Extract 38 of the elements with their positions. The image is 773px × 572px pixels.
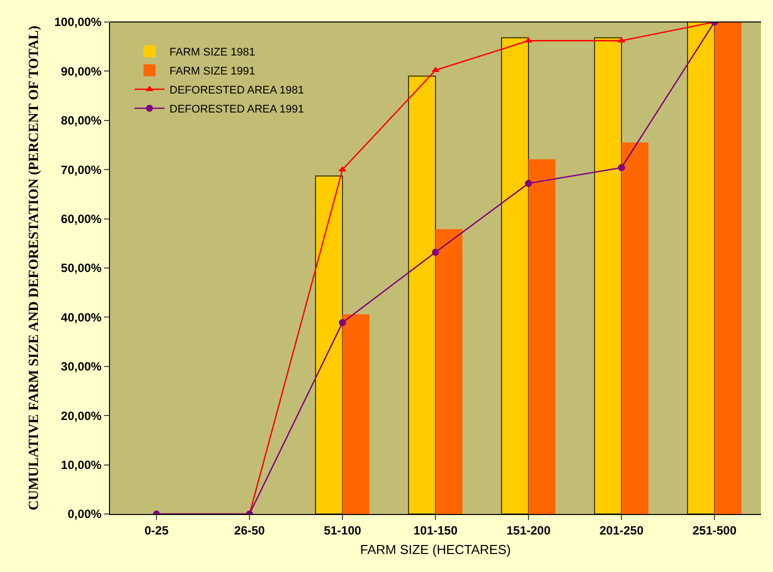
bar [342, 314, 370, 514]
legend-label: DEFORESTED AREA 1991 [170, 104, 304, 116]
bar [622, 142, 648, 514]
x-axis-title: FARM SIZE (HECTARES) [360, 542, 511, 557]
bar [714, 22, 742, 514]
x-tick-label: 251-500 [692, 523, 737, 538]
point [432, 248, 439, 256]
legend-label: FARM SIZE 1981 [170, 46, 256, 59]
y-tick-label: 30,00% [60, 360, 102, 374]
y-axis-title: CUMULATIVE FARM SIZE AND DEFORESTATION (PERCENT OF TOTAL) [26, 25, 42, 510]
legend-label: DEFORESTED AREA 1981 [170, 84, 304, 97]
bar [408, 76, 436, 514]
x-tick-label: 26-50 [234, 523, 266, 538]
y-tick-label: 90,00% [60, 64, 102, 78]
bar [501, 37, 529, 514]
x-tick-label: 201-250 [599, 523, 644, 538]
bar [594, 37, 622, 514]
y-tick-label: 70,00% [60, 162, 102, 177]
x-tick-label: 51-100 [324, 523, 362, 538]
y-tick-label: 50,00% [60, 261, 102, 276]
legend-label: FARM SIZE 1991 [170, 66, 256, 78]
bar [528, 159, 556, 514]
bar [687, 22, 715, 514]
point [618, 164, 625, 172]
y-tick-label: 40,00% [60, 310, 102, 324]
point [525, 180, 532, 187]
point [339, 319, 346, 326]
y-tick-label: 60,00% [60, 212, 102, 226]
x-tick-label: 0-25 [144, 523, 169, 538]
bar [315, 176, 343, 514]
y-tick-label: 10,00% [60, 458, 102, 472]
bar [436, 229, 462, 514]
x-tick-label: 101-150 [413, 523, 458, 538]
y-tick-label: 80,00% [60, 114, 102, 128]
y-tick-label: 0,00% [68, 507, 102, 522]
y-tick-label: 20,00% [60, 408, 102, 423]
y-tick-label: 100,00% [54, 15, 102, 30]
x-tick-label: 151-200 [506, 523, 551, 538]
